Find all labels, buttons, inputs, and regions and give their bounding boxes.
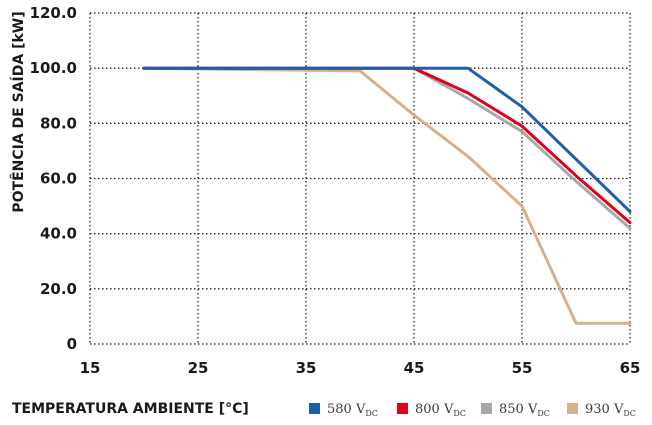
y-tick-label: 60.0 [40,170,77,188]
x-tick-label: 15 [80,359,101,377]
legend-label-main: 850 V [499,402,538,417]
tick-labels: 0 20.0 40.0 60.0 80.0 100.0 120.0 15 25 35 45 55 65 [30,4,641,377]
y-tick-label: 40.0 [40,225,77,243]
x-tick-label: 55 [512,359,533,377]
legend-label-sub: DC [623,409,636,418]
y-tick-label: 20.0 [40,280,77,298]
legend-label-main: 930 V [585,402,624,417]
legend-label-sub: DC [365,409,378,418]
y-axis-title: POTÊNCIA DE SAÍDA [kW] [10,11,27,212]
x-tick-label: 65 [620,359,641,377]
x-tick-label: 35 [296,359,317,377]
series-line-580-v [142,66,632,214]
legend-label-sub: DC [453,409,466,418]
legend-label-sub: DC [537,409,550,418]
legend-swatch [567,403,578,414]
x-tick-label: 25 [188,359,209,377]
grid-lines [89,12,631,345]
series-line-930-v [142,66,632,325]
legend-label: 580 VDC [327,402,378,418]
y-tick-label: 120.0 [30,4,77,22]
legend-label: 850 VDC [499,402,550,418]
y-tick-label: 0 [67,335,77,353]
x-tick-label: 45 [404,359,425,377]
legend-swatch [481,403,492,414]
legend-label: 800 VDC [415,402,466,418]
y-tick-label: 100.0 [30,59,77,77]
legend-swatch [397,403,408,414]
legend-label-main: 580 V [327,402,366,417]
legend-label: 930 VDC [585,402,636,418]
x-axis-title: TEMPERATURA AMBIENTE [°C] [12,401,249,417]
legend: 580 VDC 800 VDC 850 VDC 930 VDC [309,402,636,418]
legend-swatch [309,403,320,414]
y-tick-label: 80.0 [40,114,77,132]
series-lines [142,66,632,325]
legend-label-main: 800 V [415,402,454,417]
